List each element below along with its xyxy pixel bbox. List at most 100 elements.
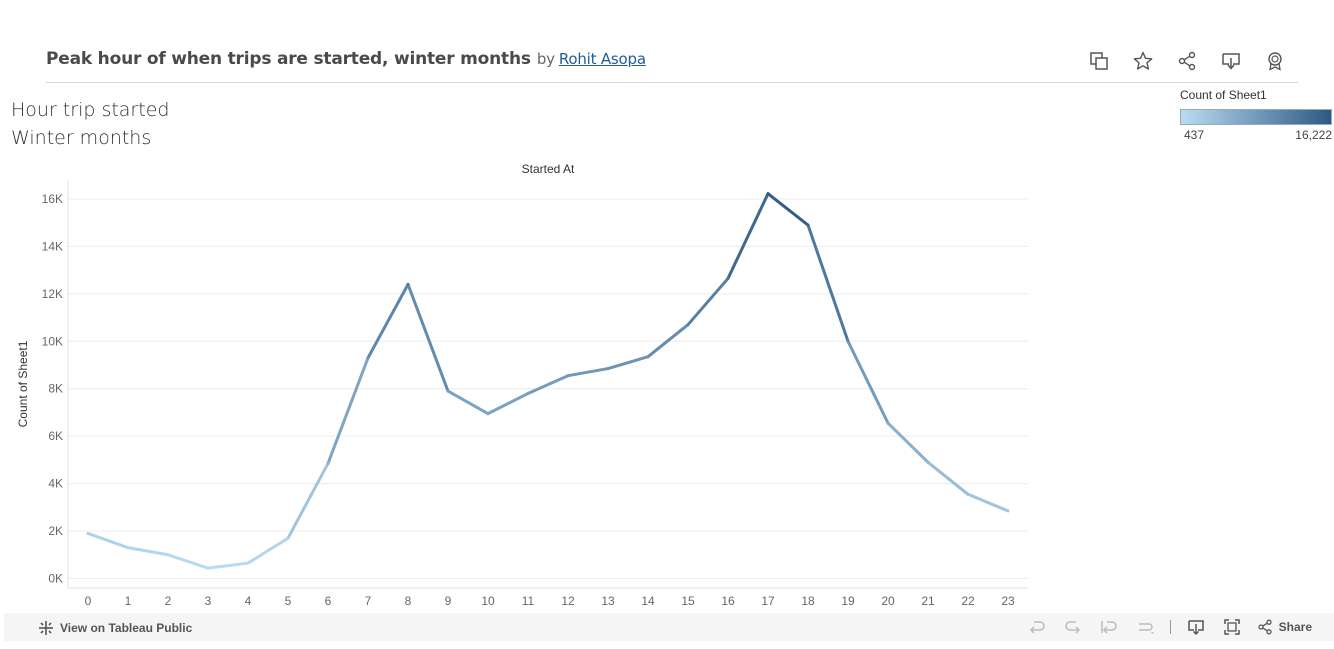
view-on-tableau-link[interactable]: View on Tableau Public xyxy=(38,620,192,636)
y-tick-label: 14K xyxy=(42,239,63,253)
footer-toolbar: Share xyxy=(1026,617,1312,637)
x-tick-label: 12 xyxy=(561,594,575,608)
data-point xyxy=(766,192,770,196)
color-legend[interactable]: Count of Sheet1 437 16,222 xyxy=(1180,88,1334,142)
x-tick-label: 17 xyxy=(761,594,775,608)
y-tick-label: 10K xyxy=(42,334,63,348)
line-segment xyxy=(886,421,930,464)
y-axis-title: Count of Sheet1 xyxy=(16,340,30,427)
by-text: by xyxy=(536,50,555,68)
x-tick-label: 15 xyxy=(681,594,695,608)
line-segment xyxy=(606,355,650,371)
data-point xyxy=(606,367,610,371)
author-link[interactable]: Rohit Asopa xyxy=(558,50,646,68)
line-segment xyxy=(926,460,970,496)
line-segment xyxy=(726,192,770,280)
toolbar-separator xyxy=(1169,620,1171,634)
data-point xyxy=(806,223,810,227)
data-point xyxy=(326,461,330,465)
data-point xyxy=(486,412,490,416)
pause-updates-icon[interactable] xyxy=(1134,617,1156,637)
data-point xyxy=(526,391,530,395)
viz-title: Peak hour of when trips are started, win… xyxy=(46,49,646,69)
x-tick-label: 18 xyxy=(801,594,815,608)
line-segment xyxy=(206,561,250,570)
x-tick-label: 8 xyxy=(405,594,412,608)
y-tick-label: 0K xyxy=(48,572,63,586)
y-tick-label: 8K xyxy=(48,382,63,396)
y-tick-label: 2K xyxy=(48,524,63,538)
view-on-tableau-label: View on Tableau Public xyxy=(60,621,193,635)
x-tick-label: 2 xyxy=(165,594,172,608)
x-tick-label: 10 xyxy=(481,594,495,608)
data-point xyxy=(886,421,890,425)
badge-icon[interactable] xyxy=(1264,50,1286,72)
redo-icon[interactable] xyxy=(1062,617,1084,637)
x-tick-label: 6 xyxy=(325,594,332,608)
favorite-star-icon[interactable] xyxy=(1132,50,1154,72)
legend-max-label: 16,222 xyxy=(1295,128,1332,142)
chart-title: Started At xyxy=(522,162,575,176)
line-segment xyxy=(326,356,370,465)
data-point xyxy=(686,323,690,327)
data-point xyxy=(726,276,730,280)
viz-title-text: Peak hour of when trips are started, win… xyxy=(46,49,531,69)
line-segment xyxy=(686,276,730,327)
x-tick-label: 19 xyxy=(841,594,855,608)
sheet-title: Hour trip started Winter months xyxy=(11,96,169,152)
x-tick-label: 20 xyxy=(881,594,895,608)
data-point xyxy=(406,282,410,286)
share-label: Share xyxy=(1278,620,1312,634)
share-button[interactable]: Share xyxy=(1257,619,1312,635)
undo-icon[interactable] xyxy=(1026,617,1048,637)
legend-gradient-bar xyxy=(1180,109,1332,125)
x-tick-label: 9 xyxy=(445,594,452,608)
legend-min-label: 437 xyxy=(1184,128,1205,142)
line-segment xyxy=(806,223,850,343)
line-segment xyxy=(766,192,810,227)
x-tick-label: 7 xyxy=(365,594,372,608)
line-segment xyxy=(366,282,410,360)
download-icon[interactable] xyxy=(1220,50,1242,72)
x-tick-label: 23 xyxy=(1001,594,1015,608)
x-tick-label: 0 xyxy=(85,594,92,608)
y-tick-label: 4K xyxy=(48,477,63,491)
data-point xyxy=(966,492,970,496)
line-segment xyxy=(126,546,170,557)
data-point xyxy=(86,531,90,535)
legend-labels: 437 16,222 xyxy=(1180,128,1334,142)
duplicate-icon[interactable] xyxy=(1088,50,1110,72)
sheet-title-line2: Winter months xyxy=(11,127,152,149)
line-segment xyxy=(646,323,690,359)
x-tick-label: 22 xyxy=(961,594,975,608)
data-point xyxy=(126,546,130,550)
tableau-footer: View on Tableau Public Share xyxy=(4,613,1334,641)
line-segment xyxy=(446,389,490,416)
y-tick-label: 12K xyxy=(42,287,63,301)
line-segment xyxy=(846,339,890,425)
line-segment xyxy=(966,492,1010,513)
sheet-title-line1: Hour trip started xyxy=(11,99,170,121)
data-point xyxy=(246,561,250,565)
line-segment xyxy=(566,367,610,378)
data-point xyxy=(206,566,210,570)
viz-header: Peak hour of when trips are started, win… xyxy=(46,44,1298,83)
data-point xyxy=(446,389,450,393)
line-segment xyxy=(246,536,290,565)
x-tick-label: 3 xyxy=(205,594,212,608)
download-menu-icon[interactable] xyxy=(1185,617,1207,637)
data-point xyxy=(286,536,290,540)
line-segment xyxy=(406,282,450,393)
data-point xyxy=(1006,509,1010,513)
x-tick-label: 5 xyxy=(285,594,292,608)
revert-icon[interactable] xyxy=(1098,617,1120,637)
data-point xyxy=(166,553,170,557)
x-tick-label: 14 xyxy=(641,594,655,608)
x-tick-label: 13 xyxy=(601,594,615,608)
y-tick-label: 16K xyxy=(42,192,63,206)
x-tick-label: 16 xyxy=(721,594,735,608)
line-segment xyxy=(166,553,210,570)
fullscreen-icon[interactable] xyxy=(1221,617,1243,637)
share-icon[interactable] xyxy=(1176,50,1198,72)
